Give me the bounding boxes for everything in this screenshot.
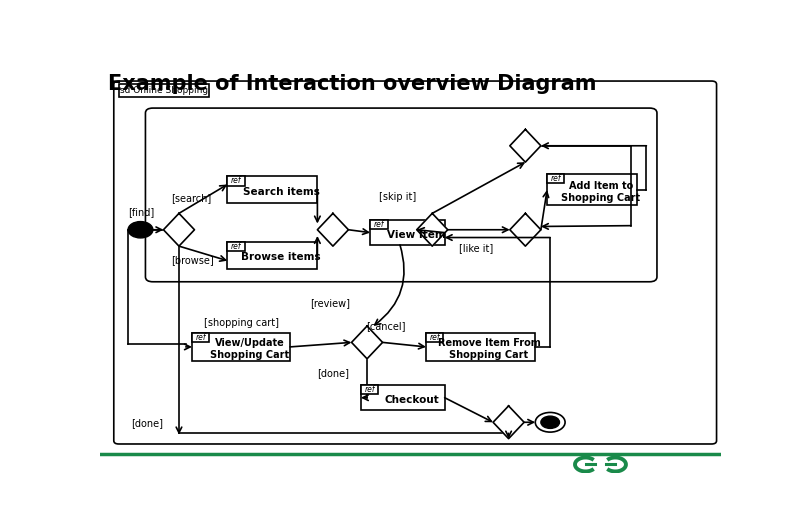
- Bar: [227, 242, 245, 251]
- Circle shape: [535, 412, 565, 432]
- FancyBboxPatch shape: [192, 333, 290, 361]
- Text: View Item: View Item: [387, 230, 445, 239]
- Text: ref: ref: [373, 220, 384, 229]
- Text: [skip it]: [skip it]: [380, 192, 417, 202]
- Circle shape: [541, 416, 559, 428]
- Polygon shape: [352, 326, 383, 359]
- Polygon shape: [493, 406, 524, 439]
- Bar: [360, 385, 378, 394]
- Polygon shape: [509, 129, 541, 162]
- Bar: [370, 220, 388, 229]
- Text: ref: ref: [429, 333, 440, 342]
- Text: Add Item to
Shopping Cart: Add Item to Shopping Cart: [562, 181, 640, 203]
- Text: ref: ref: [231, 242, 241, 251]
- FancyBboxPatch shape: [426, 333, 535, 361]
- FancyBboxPatch shape: [227, 177, 317, 203]
- Text: [cancel]: [cancel]: [366, 321, 405, 331]
- Text: [like it]: [like it]: [458, 243, 493, 253]
- Text: Remove Item From
Shopping Cart: Remove Item From Shopping Cart: [437, 338, 541, 360]
- Text: [browse]: [browse]: [171, 255, 214, 265]
- Bar: [192, 333, 209, 342]
- Text: [done]: [done]: [131, 419, 163, 428]
- Text: Browse items: Browse items: [241, 252, 321, 262]
- Bar: [426, 333, 444, 342]
- Text: View/Update
Shopping Cart: View/Update Shopping Cart: [210, 338, 289, 360]
- Text: Search items: Search items: [243, 187, 320, 197]
- Text: [review]: [review]: [310, 298, 350, 309]
- FancyBboxPatch shape: [547, 174, 637, 205]
- Text: [find]: [find]: [129, 207, 155, 218]
- Polygon shape: [417, 213, 448, 246]
- Text: ref: ref: [550, 174, 561, 184]
- Polygon shape: [317, 213, 348, 246]
- Circle shape: [128, 221, 153, 238]
- Text: ref: ref: [364, 385, 375, 394]
- FancyBboxPatch shape: [227, 242, 317, 269]
- Text: [shopping cart]: [shopping cart]: [204, 318, 280, 328]
- Bar: [547, 174, 565, 184]
- Text: Checkout: Checkout: [384, 395, 439, 405]
- Text: sd Online Shopping: sd Online Shopping: [119, 86, 207, 95]
- FancyBboxPatch shape: [360, 385, 445, 410]
- Bar: [227, 177, 245, 186]
- Polygon shape: [119, 85, 209, 97]
- Text: Example of Interaction overview Diagram: Example of Interaction overview Diagram: [107, 74, 596, 94]
- Text: [done]: [done]: [317, 368, 349, 378]
- Polygon shape: [509, 213, 541, 246]
- FancyBboxPatch shape: [114, 81, 717, 444]
- FancyBboxPatch shape: [146, 108, 657, 282]
- FancyBboxPatch shape: [370, 220, 445, 245]
- Text: [search]: [search]: [171, 193, 211, 203]
- Text: ref: ref: [195, 333, 206, 342]
- Polygon shape: [163, 213, 195, 246]
- Text: ref: ref: [231, 177, 241, 186]
